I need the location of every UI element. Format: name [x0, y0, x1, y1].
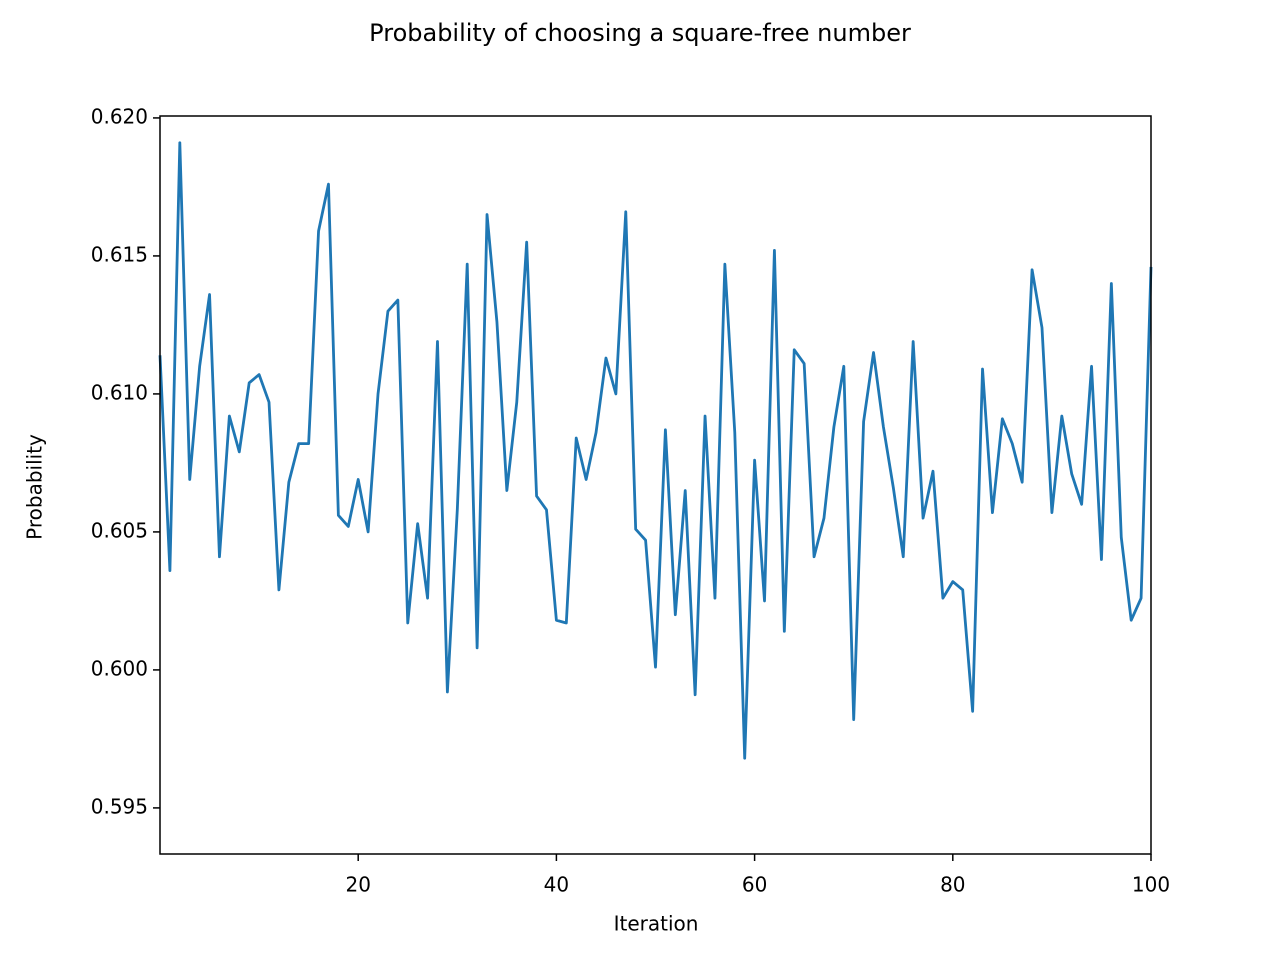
plot-frame: [159, 115, 1152, 855]
x-tick-label: 20: [345, 873, 370, 897]
y-tick-label: 0.595: [91, 794, 148, 818]
chart-title: Probability of choosing a square-free nu…: [369, 19, 911, 47]
y-axis-label: Probability: [23, 434, 47, 540]
x-tick-label: 80: [940, 873, 965, 897]
y-tick-label: 0.610: [91, 380, 148, 404]
x-axis-label: Iteration: [614, 912, 699, 936]
x-tick-label: 60: [742, 873, 767, 897]
x-tick-label: 100: [1132, 873, 1170, 897]
y-tick-label: 0.605: [91, 518, 148, 542]
y-tick-label: 0.600: [91, 656, 148, 680]
y-tick-label: 0.615: [91, 242, 148, 266]
data-line: [158, 141, 1153, 760]
x-tick-label: 40: [544, 873, 569, 897]
y-tick-label: 0.620: [91, 104, 148, 128]
